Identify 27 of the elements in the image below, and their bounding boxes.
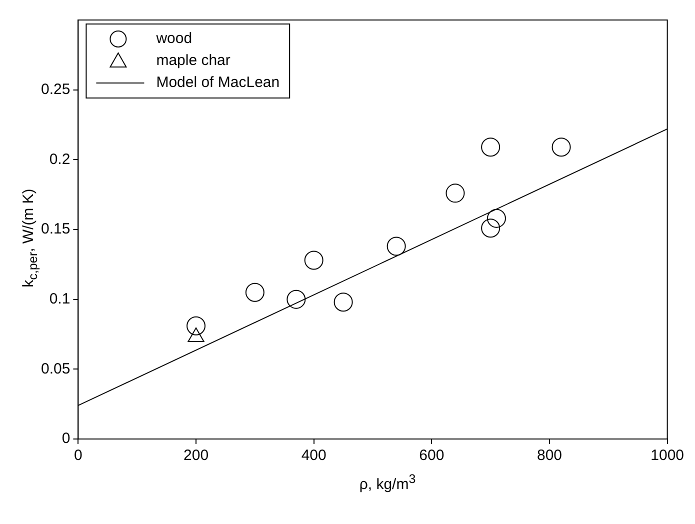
point	[481, 218, 500, 238]
x-tick-label: 600	[419, 447, 444, 464]
point	[481, 138, 500, 157]
y-tick-label: 0	[62, 430, 70, 448]
point	[286, 290, 306, 309]
point	[245, 282, 264, 302]
x-tick-label: 200	[184, 447, 209, 464]
y-tick-label: 0.15	[40, 220, 70, 238]
x-axis-title: ρ, kg/m$^{3}$	[358, 472, 417, 493]
point	[386, 236, 406, 256]
y-tick-label: 0.1	[49, 290, 70, 308]
point	[186, 316, 206, 336]
x-tick-label: 400	[301, 447, 326, 464]
x-tick-label: 800	[536, 447, 562, 464]
legend-label: maple char	[156, 52, 230, 70]
x-tick-label: 1000	[650, 447, 684, 464]
legend-label: wood	[155, 30, 192, 48]
y-tick-label: 0.25	[40, 80, 70, 98]
y-tick-label: 0.05	[40, 360, 70, 378]
legend-label: Model of MacLean	[156, 74, 280, 92]
point	[304, 250, 324, 270]
point	[486, 208, 506, 228]
point	[446, 184, 465, 203]
y-tick-label: 0.2	[49, 150, 70, 168]
x-tick-label: 0	[74, 447, 82, 464]
point	[552, 138, 571, 157]
point	[334, 292, 353, 312]
